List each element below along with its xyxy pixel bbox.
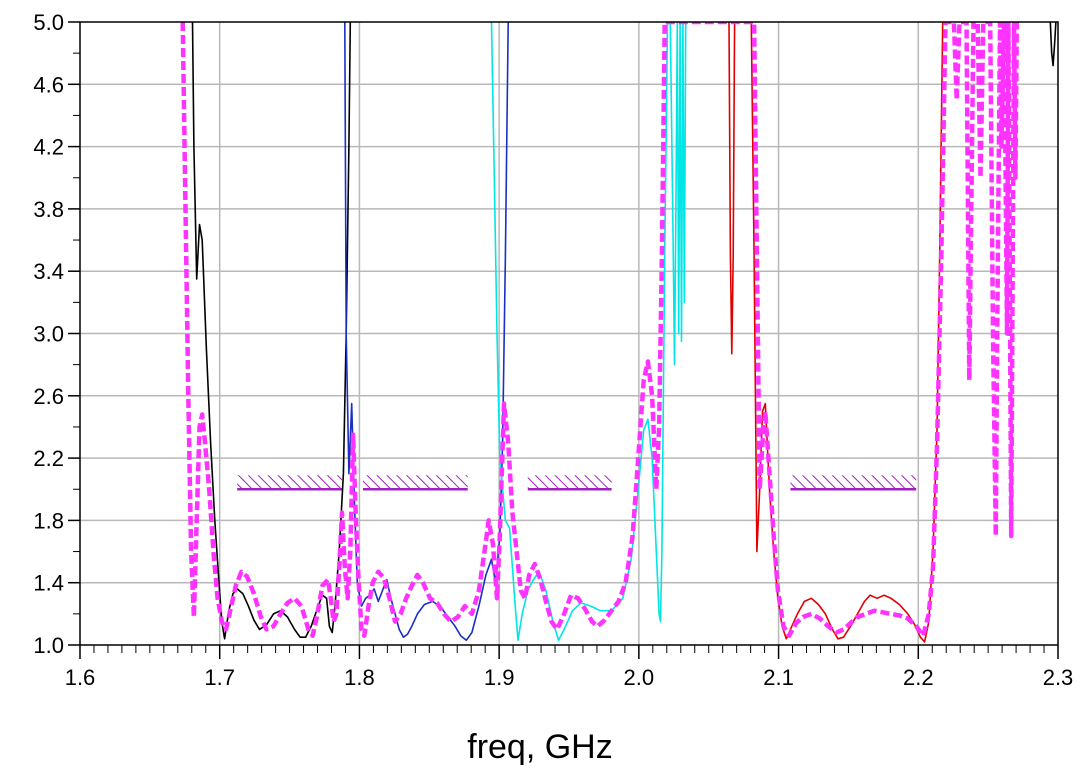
y-tick-label: 2.2: [33, 446, 64, 471]
y-tick-label: 4.2: [33, 135, 64, 160]
y-tick-label: 1.8: [33, 508, 64, 533]
spec-hatch: [527, 475, 612, 490]
x-tick-label: 2.2: [903, 665, 934, 690]
series-line: [490, 22, 687, 642]
grid-lines: [80, 22, 1058, 645]
spec-limit-marker: [237, 475, 342, 491]
y-tick-label: 1.4: [33, 571, 64, 596]
spec-limit-marker: [790, 475, 917, 491]
y-tick-label: 5.0: [33, 10, 64, 35]
x-tick-label: 2.1: [763, 665, 794, 690]
x-tick-label: 1.6: [65, 665, 96, 690]
x-tick-label: 2.3: [1043, 665, 1074, 690]
y-tick-label: 1.0: [33, 633, 64, 658]
y-tick-label: 3.8: [33, 197, 64, 222]
x-tick-label: 1.8: [344, 665, 375, 690]
y-axis-ticks: 1.0 1.4 1.8 2.2 2.6 3.0 3.4 3.8 4.2 4.6 5.0: [33, 10, 80, 658]
spec-markers: [237, 475, 917, 491]
y-tick-label: 4.6: [33, 72, 64, 97]
y-tick-label: 3.4: [33, 259, 64, 284]
y-tick-label: 3.0: [33, 322, 64, 347]
spec-hatch: [237, 475, 342, 490]
y-tick-label: 2.6: [33, 384, 64, 409]
series-line: [728, 22, 944, 643]
x-tick-label: 2.0: [624, 665, 655, 690]
spec-hatch: [790, 475, 917, 490]
series-line: [1049, 22, 1057, 67]
series-line-dashed: [180, 22, 1020, 638]
vswr-chart: 1.6 1.7 1.8 1.9 2.0 2.1 2.2 2.3 1.0 1.4 1.8 2.2 2.6…: [33, 10, 1074, 690]
spec-hatch: [362, 475, 468, 490]
series-group: [180, 22, 1057, 643]
spec-limit-marker: [527, 475, 612, 491]
x-axis-ticks: 1.6 1.7 1.8 1.9 2.0 2.1 2.2 2.3: [65, 645, 1074, 690]
x-tick-label: 1.7: [204, 665, 235, 690]
spec-limit-marker: [362, 475, 468, 491]
x-tick-label: 1.9: [484, 665, 515, 690]
series-line: [191, 22, 352, 640]
x-axis-label: freq, GHz: [467, 728, 613, 766]
